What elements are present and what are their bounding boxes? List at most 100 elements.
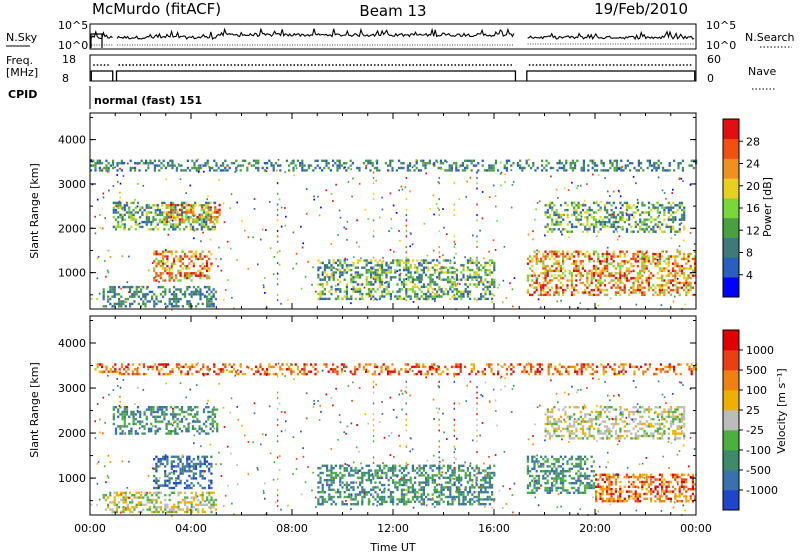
echo-cell bbox=[678, 250, 681, 253]
echo-cell bbox=[490, 166, 493, 170]
echo-cell bbox=[482, 283, 485, 286]
noise-start-segment bbox=[90, 33, 103, 48]
echo-cell bbox=[383, 495, 386, 499]
echo-cell bbox=[689, 252, 692, 256]
echo-cell bbox=[484, 476, 487, 479]
echo-cell bbox=[458, 474, 461, 477]
echo-cell bbox=[159, 458, 162, 461]
echo-cell bbox=[564, 228, 567, 231]
echo-cell bbox=[194, 477, 198, 480]
echo-cell bbox=[551, 206, 554, 209]
echo-cell bbox=[396, 488, 399, 491]
echo-cell bbox=[367, 500, 370, 503]
echo-cell bbox=[350, 297, 353, 301]
echo-cell bbox=[667, 274, 670, 277]
echo-cell bbox=[162, 285, 165, 289]
echo-cell bbox=[559, 213, 563, 217]
echo-cell bbox=[296, 159, 299, 162]
echo-cell bbox=[533, 482, 536, 485]
echo-cell bbox=[175, 166, 178, 170]
echo-cell bbox=[272, 273, 275, 276]
echo-cell bbox=[389, 278, 392, 281]
echo-cell bbox=[167, 233, 170, 236]
echo-cell bbox=[531, 279, 534, 282]
echo-cell bbox=[389, 271, 392, 274]
echo-cell bbox=[449, 261, 452, 265]
echo-cell bbox=[486, 498, 489, 501]
echo-cell bbox=[208, 216, 211, 219]
echo-cell bbox=[570, 281, 573, 285]
echo-cell bbox=[636, 230, 640, 233]
echo-cell bbox=[143, 427, 146, 430]
echo-cell bbox=[115, 508, 118, 511]
echo-cell bbox=[564, 255, 567, 258]
echo-cell bbox=[628, 279, 631, 282]
echo-cell bbox=[405, 251, 407, 254]
echo-cell bbox=[636, 284, 639, 287]
echo-cell bbox=[488, 483, 491, 487]
echo-cell bbox=[394, 464, 397, 467]
echo-cell bbox=[372, 278, 375, 280]
echo-cell bbox=[548, 269, 551, 273]
echo-cell bbox=[113, 290, 116, 294]
echo-cell bbox=[202, 225, 206, 229]
echo-cell bbox=[480, 292, 483, 296]
echo-cell bbox=[168, 302, 171, 306]
echo-cell bbox=[535, 474, 538, 478]
echo-cell bbox=[134, 432, 137, 435]
echo-cell bbox=[471, 486, 474, 489]
echo-cell bbox=[190, 255, 193, 258]
echo-cell bbox=[191, 225, 195, 229]
echo-cell bbox=[208, 491, 211, 494]
echo-cell bbox=[176, 413, 179, 416]
echo-cell bbox=[205, 216, 208, 219]
echo-cell bbox=[532, 164, 535, 167]
echo-cell bbox=[140, 494, 143, 497]
power-colorbar-label: 4 bbox=[746, 269, 753, 282]
echo-cell bbox=[469, 276, 472, 279]
echo-cell bbox=[472, 234, 474, 237]
echo-cell bbox=[540, 293, 543, 297]
echo-cell bbox=[206, 491, 209, 494]
echo-cell bbox=[475, 285, 477, 288]
echo-cell bbox=[652, 225, 655, 229]
echo-cell bbox=[115, 494, 118, 497]
echo-cell bbox=[197, 302, 200, 306]
echo-cell bbox=[325, 162, 328, 165]
echo-cell bbox=[385, 471, 388, 475]
echo-cell bbox=[685, 267, 688, 270]
echo-cell bbox=[191, 425, 195, 428]
echo-cell bbox=[211, 228, 214, 231]
echo-cell bbox=[398, 290, 401, 293]
echo-cell bbox=[339, 464, 342, 467]
echo-cell bbox=[461, 169, 464, 172]
echo-cell bbox=[194, 255, 198, 258]
echo-cell bbox=[597, 288, 600, 292]
echo-cell bbox=[168, 290, 171, 294]
echo-cell bbox=[634, 279, 637, 282]
echo-cell bbox=[345, 283, 348, 286]
echo-cell bbox=[435, 159, 438, 162]
echo-cell bbox=[205, 213, 208, 217]
echo-cell bbox=[677, 162, 680, 165]
echo-cell bbox=[482, 483, 485, 487]
echo-cell bbox=[442, 476, 445, 479]
echo-cell bbox=[354, 467, 357, 470]
echo-cell bbox=[174, 211, 177, 214]
echo-cell bbox=[170, 465, 173, 468]
echo-cell bbox=[111, 290, 114, 294]
echo-cell bbox=[438, 500, 441, 503]
echo-cell bbox=[157, 274, 160, 277]
echo-cell bbox=[330, 266, 333, 269]
echo-cell bbox=[203, 503, 206, 506]
echo-cell bbox=[606, 267, 609, 270]
echo-cell bbox=[678, 201, 681, 205]
echo-cell bbox=[383, 467, 386, 470]
echo-cell bbox=[687, 284, 690, 287]
echo-cell bbox=[446, 160, 448, 163]
echo-cell bbox=[488, 476, 491, 479]
echo-cell bbox=[645, 281, 648, 285]
echo-cell bbox=[205, 274, 209, 277]
echo-cell bbox=[505, 162, 508, 165]
echo-cell bbox=[213, 415, 217, 418]
